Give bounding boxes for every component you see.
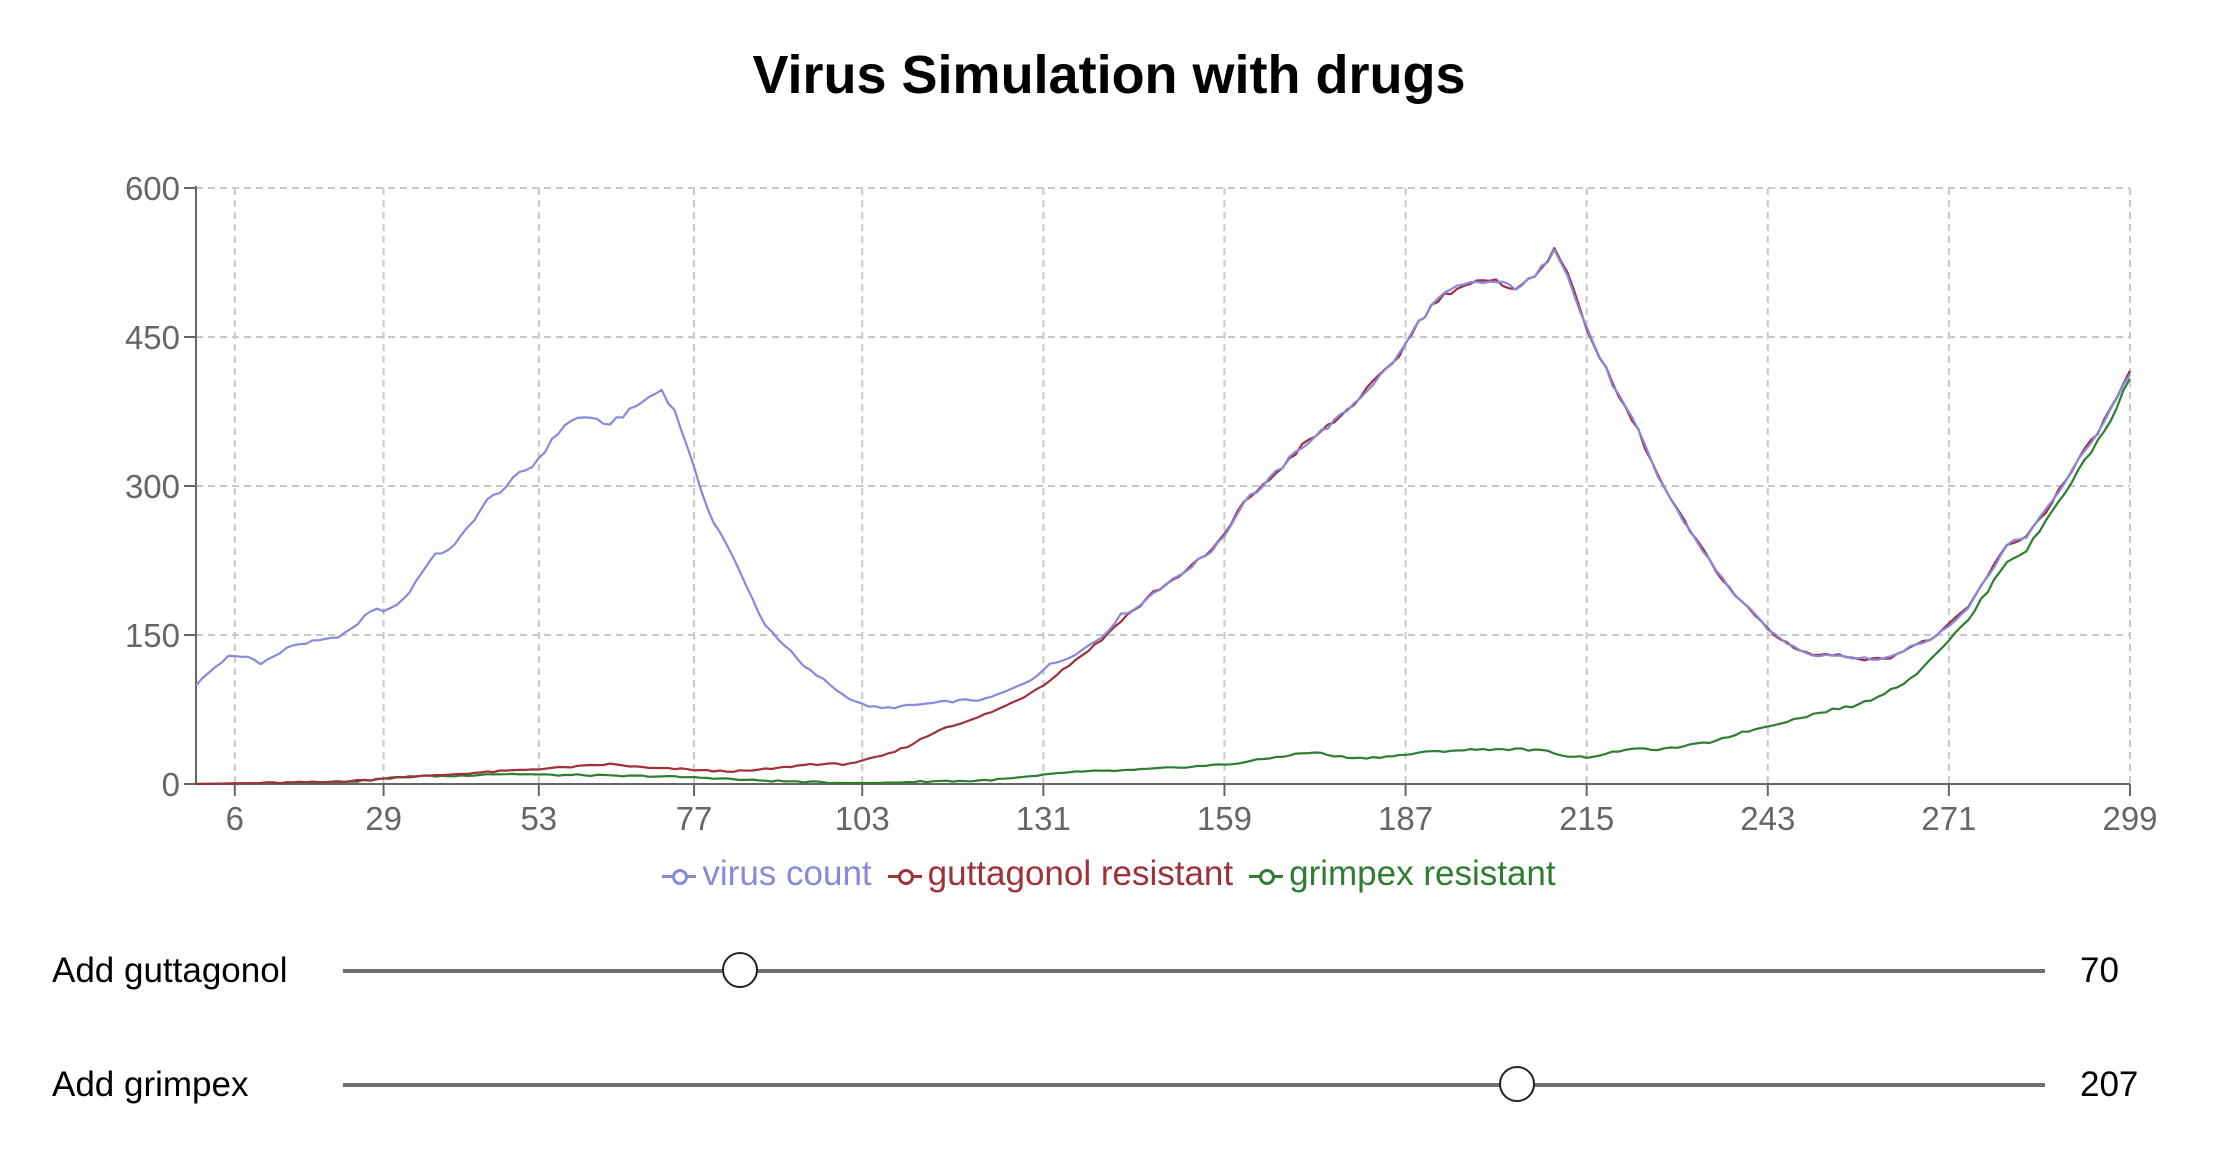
guttagonol-slider-thumb[interactable] <box>722 952 759 988</box>
grimpex-slider-label: Add grimpex <box>52 1065 249 1104</box>
legend-label: guttagonol resistant <box>927 854 1234 893</box>
x-tick-label: 299 <box>2102 800 2157 837</box>
grimpex-slider[interactable] <box>343 1066 2045 1102</box>
x-tick-label: 159 <box>1197 800 1252 837</box>
y-axis-ticks: 0 150 300 450 600 <box>125 170 196 803</box>
x-tick-label: 187 <box>1378 800 1433 837</box>
legend-swatch-icon <box>662 868 697 885</box>
series-line-grimpex-resistant <box>195 378 2131 786</box>
legend-label: grimpex resistant <box>1289 854 1556 893</box>
guttagonol-slider-value: 70 <box>2080 951 2119 990</box>
legend-item-grimpex-resistant[interactable]: grimpex resistant <box>1249 852 1556 896</box>
legend: virus count guttagonol resistant grimpex r… <box>0 852 2218 896</box>
grimpex-slider-thumb[interactable] <box>1499 1066 1536 1102</box>
x-axis-ticks: 6 29 53 77 103 131 159 187 215 243 271 299 <box>226 784 2158 837</box>
series-line-virus-count <box>195 248 2131 710</box>
legend-label: virus count <box>702 854 872 893</box>
y-tick-label: 600 <box>125 170 180 207</box>
legend-swatch-icon <box>887 868 922 885</box>
y-tick-label: 300 <box>125 468 180 505</box>
legend-swatch-icon <box>1249 868 1284 885</box>
x-tick-label: 77 <box>676 800 713 837</box>
x-tick-label: 243 <box>1740 800 1795 837</box>
series-lines <box>195 247 2131 786</box>
legend-item-virus-count[interactable]: virus count <box>662 852 872 896</box>
grimpex-slider-value: 207 <box>2080 1065 2139 1104</box>
x-tick-label: 29 <box>365 800 402 837</box>
legend-item-guttagonol-resistant[interactable]: guttagonol resistant <box>887 852 1234 896</box>
guttagonol-slider-label: Add guttagonol <box>52 951 288 990</box>
guttagonol-slider-row: Add guttagonol 70 <box>0 936 2218 1006</box>
x-tick-label: 53 <box>520 800 557 837</box>
y-tick-label: 150 <box>125 617 180 654</box>
x-tick-label: 103 <box>835 800 890 837</box>
chart-title: Virus Simulation with drugs <box>752 45 1466 105</box>
x-tick-label: 215 <box>1559 800 1614 837</box>
y-tick-label: 0 <box>162 766 180 803</box>
x-tick-label: 271 <box>1921 800 1976 837</box>
guttagonol-slider[interactable] <box>343 952 2045 988</box>
x-tick-label: 6 <box>226 800 244 837</box>
series-line-guttagonol-resistant <box>195 247 2131 786</box>
x-tick-label: 131 <box>1016 800 1071 837</box>
y-tick-label: 450 <box>125 319 180 356</box>
grid-lines <box>196 187 2131 784</box>
grimpex-slider-row: Add grimpex 207 <box>0 1050 2218 1120</box>
